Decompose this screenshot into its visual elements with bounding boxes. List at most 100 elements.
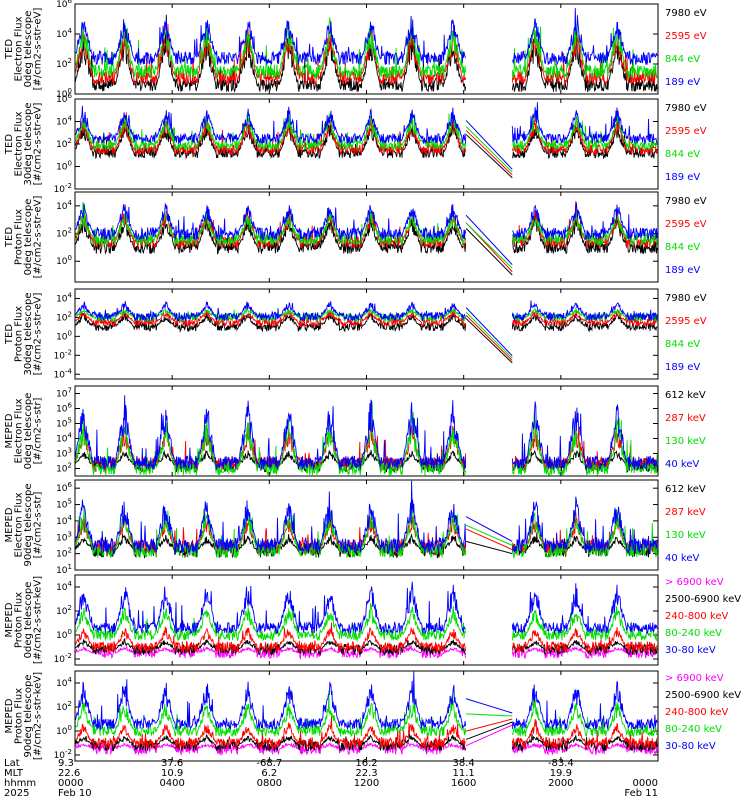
footer-value: 10.9 [161, 768, 183, 779]
y-tick-label: 105 [56, 498, 72, 511]
series-line-189-ev [75, 202, 658, 242]
series-line-240-800-kev [75, 622, 658, 654]
footer-value: 1200 [354, 778, 379, 789]
footer-value: -83.4 [548, 758, 574, 769]
legend-entry: 80-240 keV [665, 628, 722, 639]
legend-entry: 2500-6900 keV [665, 594, 741, 605]
footer-value: 37.6 [161, 758, 183, 769]
y-tick-label: 101 [56, 563, 72, 576]
gap-bridge-line [466, 713, 513, 717]
y-axis-label: Electron Flux [14, 16, 25, 81]
y-tick-label: 100 [56, 724, 72, 737]
y-tick-label: 102 [56, 700, 72, 713]
y-axis-label: Proton Flux [14, 209, 25, 265]
y-tick-label: 10-4 [54, 367, 73, 380]
legend-entry: 7980 eV [665, 8, 707, 19]
y-axis-label: [#/cm2-s-str] [33, 491, 44, 558]
gap-bridge-line [465, 214, 513, 266]
gap-bridge-line [465, 721, 513, 740]
legend-entry: 240-800 keV [665, 707, 729, 718]
y-tick-label: 10-2 [54, 652, 72, 665]
series-line-7980-ev [75, 311, 658, 333]
footer-row-label: Lat [4, 758, 20, 769]
legend-entry: 189 eV [665, 265, 700, 276]
y-axis-label: Proton Flux [14, 306, 25, 362]
footer-value: 1600 [451, 778, 476, 789]
y-axis-label: [#/cm2-s-str-eV] [33, 293, 44, 376]
y-tick-label: 102 [56, 227, 72, 240]
y-axis-label: TED [4, 227, 15, 248]
y-tick-label: 104 [56, 580, 72, 593]
series-line-189-ev [75, 102, 658, 146]
y-tick-label: 104 [56, 115, 72, 128]
y-tick-label: 100 [56, 628, 72, 641]
series-line-240-800-kev [75, 716, 658, 750]
y-axis-label: 0deg telescope [23, 393, 34, 470]
gap-bridge-line [465, 528, 513, 551]
y-axis-label: MEPED [4, 698, 15, 733]
y-axis-label: Proton Flux [14, 592, 25, 648]
y-tick-label: 10-2 [54, 348, 72, 361]
y-tick-label: 104 [56, 27, 72, 40]
y-tick-label: 106 [56, 0, 72, 10]
gap-bridge-line [465, 120, 513, 170]
series-line-80-240-kev [75, 690, 658, 738]
legend-entry: 2595 eV [665, 126, 707, 137]
legend-entry: 130 keV [665, 530, 706, 541]
gap-bridge-line [465, 318, 513, 364]
footer-value: 22.6 [58, 768, 80, 779]
y-tick-label: 102 [56, 604, 72, 617]
y-axis-label: [#/cm2-s-str-eV] [33, 103, 44, 186]
gap-bridge-line [465, 315, 513, 361]
gap-bridge-line [465, 222, 513, 269]
series-line-40-kev [75, 395, 658, 471]
gap-bridge-line [465, 516, 513, 542]
panel-frame [74, 288, 659, 380]
legend-entry: 287 keV [665, 507, 706, 518]
legend-entry: 2500-6900 keV [665, 690, 741, 701]
gap-bridge-line [465, 307, 513, 357]
footer-row-label: 2025 [4, 788, 29, 799]
y-axis-label: [#/cm2-s-str] [33, 397, 44, 464]
legend-entry: 189 eV [665, 172, 700, 183]
legend-entry: 40 keV [665, 459, 699, 470]
y-axis-label: Electron Flux [14, 398, 25, 463]
legend-entry: 844 eV [665, 339, 700, 350]
y-tick-label: 102 [56, 137, 72, 150]
legend-entry: 844 eV [665, 54, 700, 65]
y-axis-label: MEPED [4, 507, 15, 542]
y-tick-label: 100 [56, 254, 72, 267]
footer-value: 16.2 [355, 758, 377, 769]
y-tick-label: 102 [56, 462, 72, 475]
y-axis-label: [#/cm2-s-str-eV] [33, 196, 44, 279]
y-axis-label: TED [4, 134, 15, 155]
legend-entry: 2595 eV [665, 219, 707, 230]
footer-row-label: MLT [4, 768, 24, 779]
y-axis-label: 0deg telescope [23, 199, 34, 276]
series-line--6900-kev [75, 741, 658, 756]
gap-bridge-line [465, 227, 513, 276]
gap-bridge-line [465, 134, 513, 179]
y-axis-label: MEPED [4, 413, 15, 448]
legend-entry: 40 keV [665, 553, 699, 564]
series-line-40-kev [75, 480, 658, 554]
y-tick-label: 106 [56, 92, 72, 105]
series-line-30-80-kev [75, 581, 658, 635]
legend-entry: 2595 eV [665, 31, 707, 42]
legend-entry: 30-80 keV [665, 645, 716, 656]
y-tick-label: 102 [56, 547, 72, 560]
y-tick-label: 106 [56, 481, 72, 494]
legend-entry: 189 eV [665, 362, 700, 373]
legend-entry: 130 keV [665, 436, 706, 447]
legend-entry: 287 keV [665, 413, 706, 424]
footer-row-label: hhmm [4, 778, 36, 789]
footer-value: 0000 [633, 778, 658, 789]
footer-value: -68.7 [256, 758, 282, 769]
y-tick-label: 104 [56, 291, 72, 304]
legend-entry: > 6900 keV [665, 577, 724, 588]
